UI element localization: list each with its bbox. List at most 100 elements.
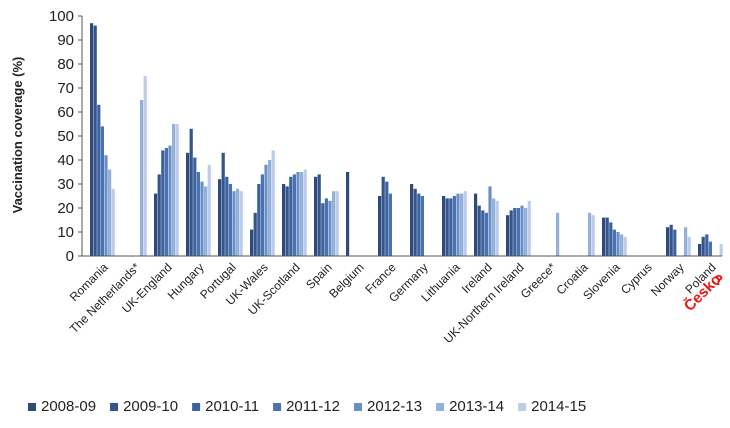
bar [708, 241, 712, 256]
x-category-label: Greece* [518, 260, 559, 301]
bar [623, 236, 627, 256]
bar [218, 179, 222, 256]
bar [684, 227, 688, 256]
bar [460, 193, 464, 256]
bar [292, 174, 296, 256]
bar [108, 169, 112, 256]
legend-entry: 2009-10 [123, 398, 178, 415]
bar [452, 196, 456, 256]
y-tick-label: 20 [57, 200, 74, 217]
y-tick-label: 10 [57, 224, 74, 241]
bar [488, 186, 492, 256]
bar [154, 193, 158, 256]
bar [111, 188, 115, 256]
bar [556, 212, 560, 256]
bar [605, 217, 609, 256]
bar [388, 193, 392, 256]
legend-entry: 2008-09 [41, 398, 96, 415]
bar [186, 152, 190, 256]
bar [332, 191, 336, 256]
bar [513, 208, 517, 256]
bar [524, 208, 528, 256]
bar [520, 205, 524, 256]
bar [463, 191, 467, 256]
y-axis [78, 15, 83, 257]
legend-swatch [518, 403, 527, 411]
bar [481, 210, 485, 256]
bar [253, 212, 257, 256]
y-tick-labels: 0 10 20 30 40 50 60 70 80 90 100 [49, 8, 74, 265]
bar [719, 244, 723, 256]
bar [264, 164, 268, 256]
bar [609, 222, 613, 256]
bar [328, 200, 332, 256]
bar [410, 184, 414, 256]
bar [296, 172, 300, 256]
bar [687, 236, 691, 256]
bar [271, 150, 275, 256]
bar [442, 196, 446, 256]
legend-entry: 2014-15 [531, 398, 586, 415]
bar [168, 145, 172, 256]
legend-swatch [273, 403, 282, 411]
bar [282, 184, 286, 256]
bar [228, 184, 232, 256]
bar [705, 234, 709, 256]
bar [257, 184, 261, 256]
bar [93, 25, 97, 256]
legend: 2008-09 2009-10 2010-11 2011-12 2012-13 2013-… [28, 398, 586, 415]
y-tick-label: 80 [57, 56, 74, 73]
legend-swatch [28, 403, 36, 411]
legend-entry: 2013-14 [449, 398, 504, 415]
legend-swatch [436, 403, 445, 411]
legend-entry: 2011-12 [286, 398, 340, 415]
bar [495, 200, 499, 256]
bar [666, 227, 670, 256]
y-tick-label: 0 [66, 248, 74, 265]
y-tick-label: 50 [57, 128, 74, 145]
legend-entry: 2010-11 [205, 398, 259, 415]
bar [324, 198, 328, 256]
annotation-question-mark: ? [714, 272, 723, 289]
bar [588, 212, 592, 256]
legend-swatch [110, 403, 119, 411]
bar [314, 176, 318, 256]
legend-swatch [354, 403, 362, 411]
bar [317, 174, 321, 256]
bar [161, 150, 165, 256]
legend-entry: 2012-13 [367, 398, 422, 415]
bar [445, 198, 449, 256]
bar [157, 174, 161, 256]
bar [143, 76, 147, 256]
bar [506, 215, 510, 256]
bar [417, 193, 421, 256]
bar [420, 196, 424, 256]
bar [189, 128, 193, 256]
bar [236, 188, 240, 256]
bar [381, 176, 385, 256]
bar [616, 232, 620, 256]
bar [591, 215, 595, 256]
bar [385, 181, 389, 256]
y-tick-label: 70 [57, 80, 74, 97]
bar [193, 157, 197, 256]
y-axis-label: Vaccination coverage (%) [10, 57, 25, 214]
bar [207, 164, 211, 256]
bar [239, 191, 243, 256]
bar [335, 191, 339, 256]
legend-swatch [192, 403, 201, 411]
bar [225, 176, 229, 256]
bar [527, 200, 531, 256]
bar [268, 160, 272, 256]
bar [300, 172, 304, 256]
y-tick-label: 30 [57, 176, 74, 193]
bar [516, 208, 520, 256]
bar [484, 212, 488, 256]
bar [196, 172, 200, 256]
bar [90, 23, 94, 257]
bar [200, 181, 204, 256]
bar [303, 169, 307, 256]
bar [673, 229, 677, 256]
